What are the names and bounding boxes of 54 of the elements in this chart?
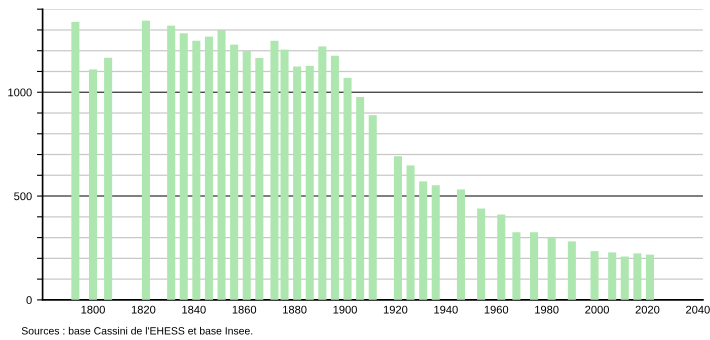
bar bbox=[356, 97, 364, 300]
bar bbox=[620, 256, 629, 300]
bar bbox=[167, 26, 176, 300]
bar bbox=[306, 66, 314, 300]
bar bbox=[71, 22, 80, 300]
bar bbox=[280, 50, 289, 300]
source-note: Sources : base Cassini de l'EHESS et base Insee. bbox=[22, 326, 252, 335]
bar bbox=[330, 56, 339, 300]
bar bbox=[548, 238, 556, 300]
bar bbox=[270, 40, 278, 300]
bar bbox=[568, 241, 576, 300]
bar bbox=[230, 44, 238, 300]
x-tick-label: 2020 bbox=[636, 306, 660, 314]
bar bbox=[88, 69, 98, 300]
bar bbox=[318, 46, 326, 300]
bar bbox=[406, 165, 415, 300]
bar bbox=[204, 36, 213, 300]
x-tick-label: 2040 bbox=[686, 306, 710, 314]
x-tick-label: 1820 bbox=[132, 306, 156, 314]
bar bbox=[419, 181, 428, 300]
x-tick-label: 1880 bbox=[283, 306, 307, 314]
bar bbox=[255, 58, 264, 300]
x-tick-label: 1920 bbox=[384, 306, 408, 314]
bar bbox=[368, 115, 377, 300]
bar bbox=[512, 232, 520, 300]
bar bbox=[293, 66, 302, 300]
x-tick-label: 1980 bbox=[535, 306, 559, 314]
bar bbox=[633, 253, 642, 300]
y-tick-label: 1000 bbox=[8, 88, 32, 96]
x-tick-label: 1900 bbox=[334, 306, 357, 314]
x-tick-label: 1800 bbox=[81, 306, 105, 314]
bar bbox=[344, 78, 352, 300]
x-tick-label: 2000 bbox=[585, 306, 609, 314]
bar bbox=[608, 252, 616, 300]
x-tick-label: 1940 bbox=[434, 306, 458, 314]
x-tick-label: 1860 bbox=[232, 306, 256, 314]
bar bbox=[180, 33, 188, 300]
bar bbox=[432, 185, 440, 300]
bar bbox=[646, 254, 654, 300]
y-tick-label: 0 bbox=[26, 296, 32, 304]
bar bbox=[530, 232, 538, 300]
bar bbox=[104, 58, 112, 300]
bar bbox=[456, 189, 465, 300]
bar bbox=[394, 156, 402, 300]
bar bbox=[192, 40, 200, 300]
bar bbox=[497, 214, 506, 300]
bar bbox=[590, 251, 599, 300]
bar bbox=[218, 30, 226, 300]
x-tick-label: 1960 bbox=[484, 306, 508, 314]
bar bbox=[242, 51, 251, 300]
bar bbox=[477, 208, 486, 300]
bar bbox=[142, 20, 150, 300]
y-tick-label: 500 bbox=[14, 192, 32, 200]
x-tick-label: 1840 bbox=[182, 306, 206, 314]
